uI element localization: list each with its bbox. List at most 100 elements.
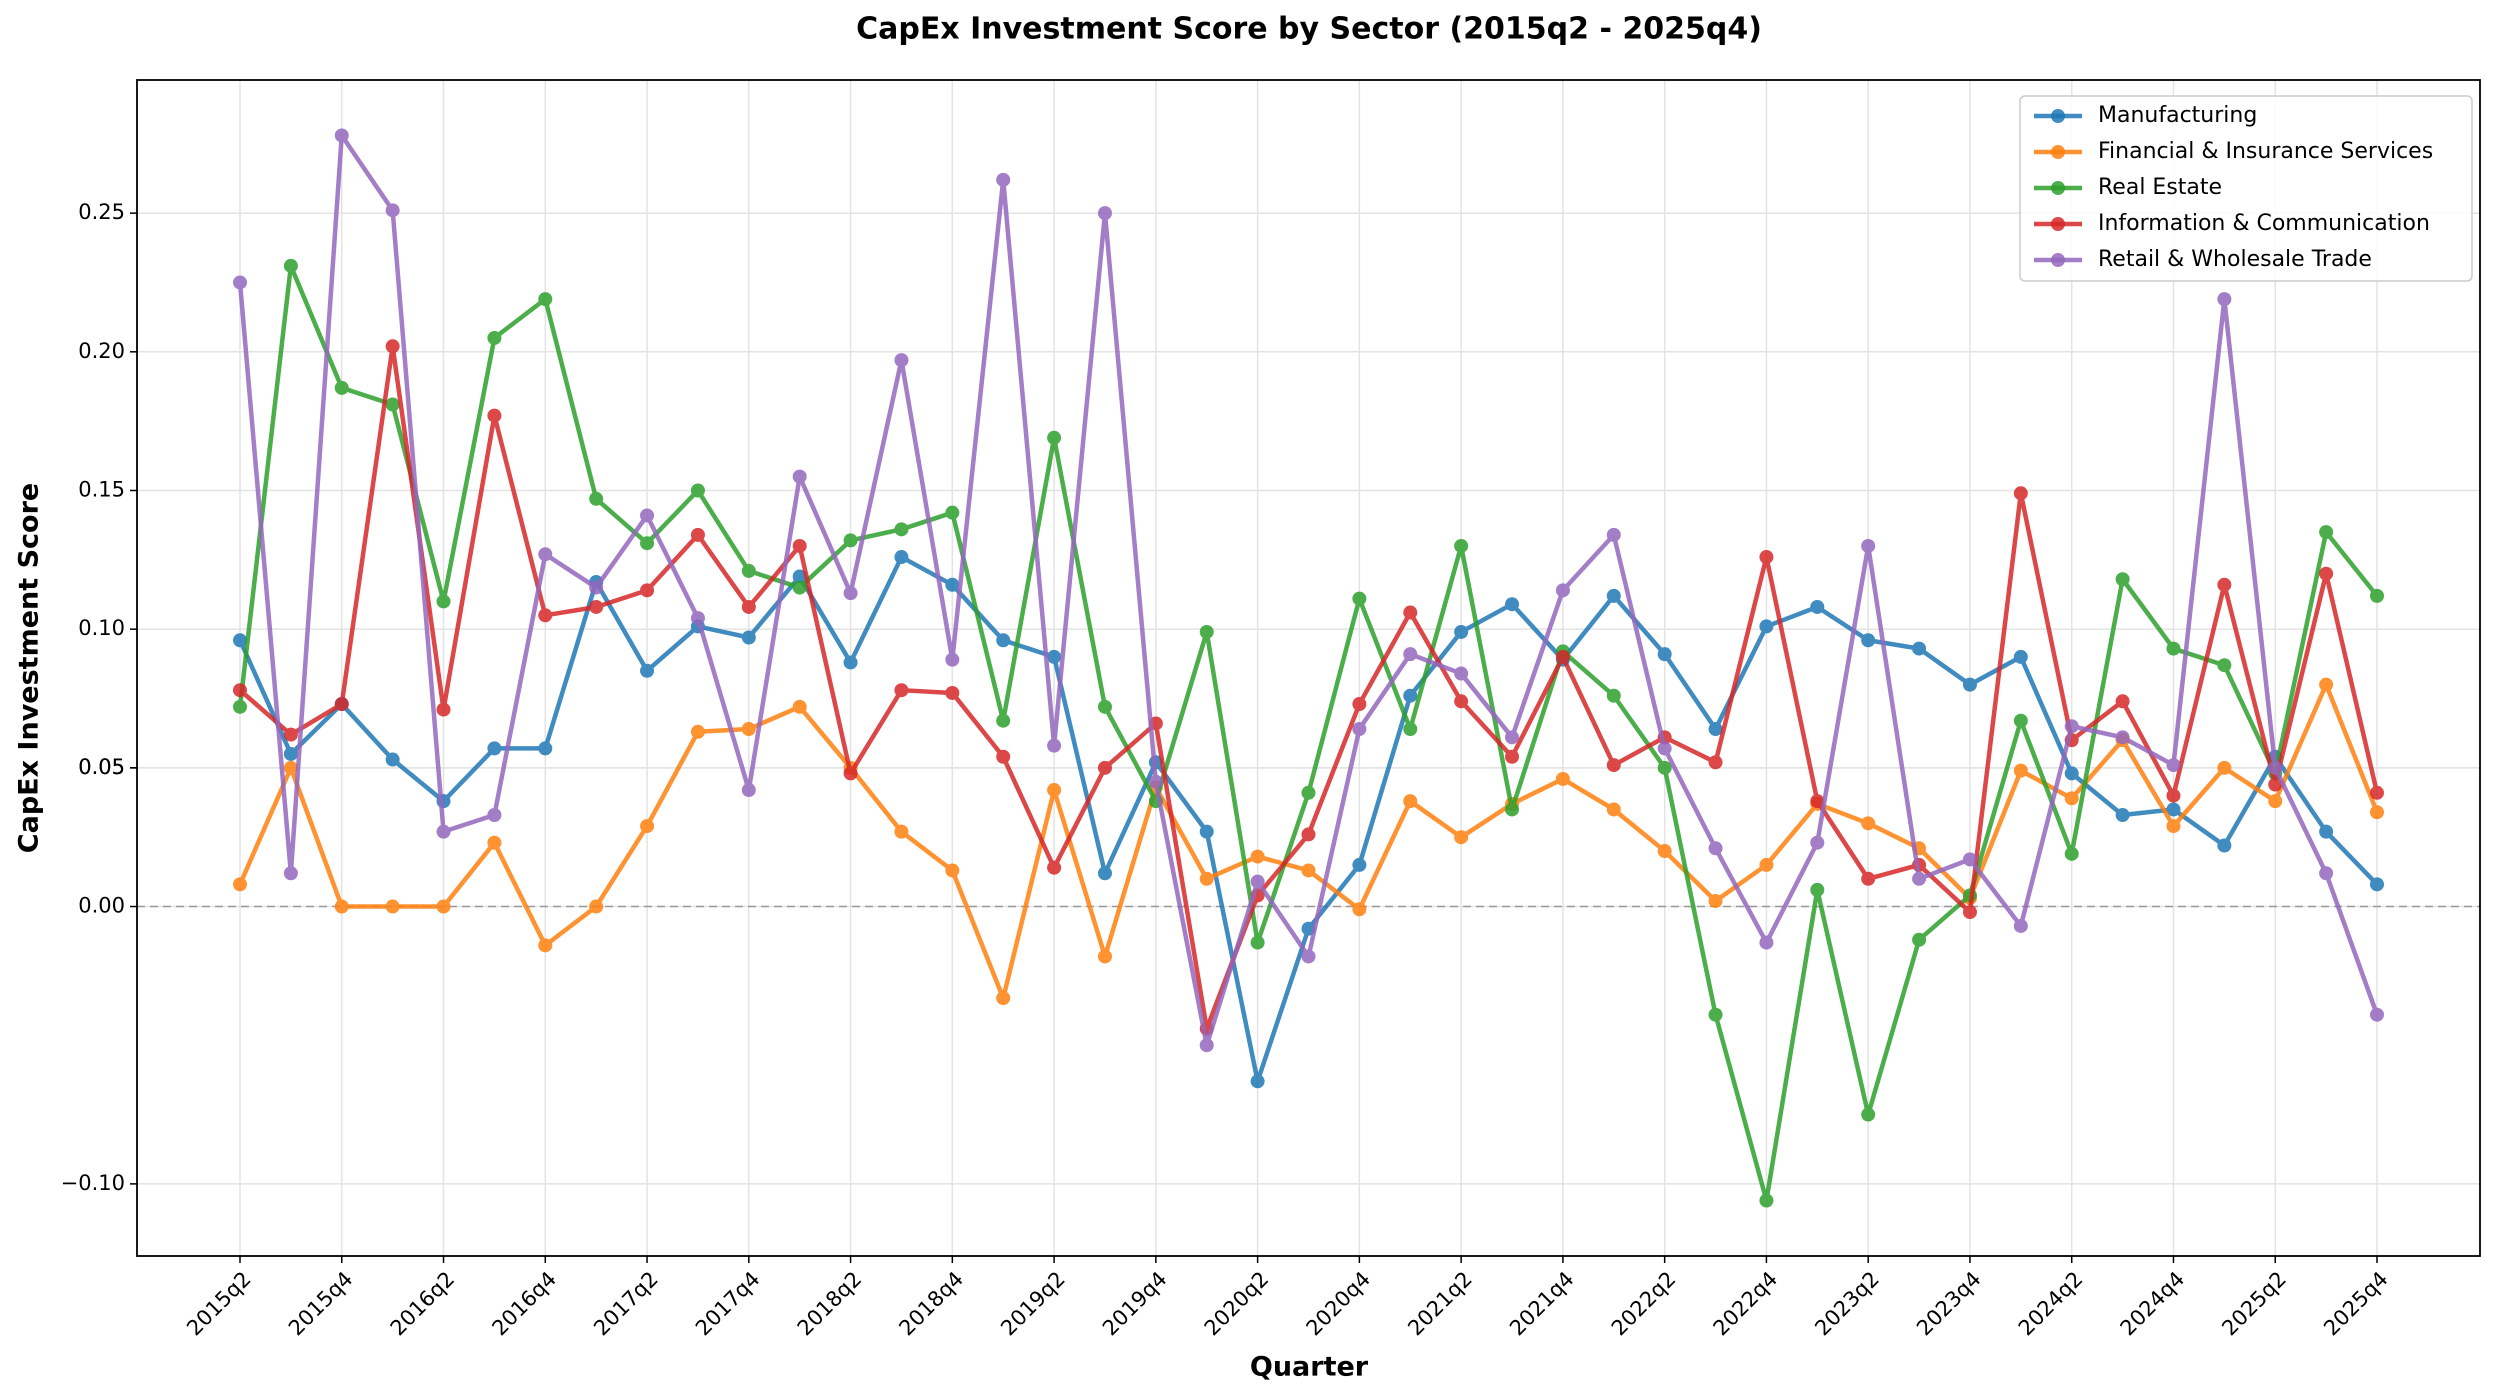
data-point xyxy=(894,550,909,565)
data-point xyxy=(1759,935,1774,950)
x-tick-label: 2019q4 xyxy=(1098,1267,1172,1341)
data-point xyxy=(1199,624,1214,639)
data-point xyxy=(1861,633,1876,648)
data-point xyxy=(487,741,502,756)
data-point xyxy=(487,408,502,423)
data-point xyxy=(538,547,553,562)
series xyxy=(233,339,2384,1036)
data-point xyxy=(945,652,960,667)
data-point xyxy=(589,580,604,595)
data-point xyxy=(1606,758,1621,773)
data-point xyxy=(1047,860,1062,875)
data-point xyxy=(1606,688,1621,703)
data-point xyxy=(1403,605,1418,620)
data-point xyxy=(385,752,400,767)
data-point xyxy=(1403,794,1418,809)
data-point xyxy=(2217,658,2232,673)
data-point xyxy=(996,991,1011,1006)
data-point xyxy=(1962,677,1977,692)
data-point xyxy=(640,536,655,551)
data-point xyxy=(385,339,400,354)
data-point xyxy=(1708,893,1723,908)
data-point xyxy=(334,899,349,914)
data-point xyxy=(283,866,298,881)
y-tick-label: 0.05 xyxy=(78,755,125,779)
data-point xyxy=(2013,713,2028,728)
data-point xyxy=(894,824,909,839)
data-point xyxy=(640,508,655,523)
data-point xyxy=(690,724,705,739)
data-point xyxy=(2370,785,2384,800)
legend-marker xyxy=(2051,145,2065,159)
data-point xyxy=(843,586,858,601)
x-tick-label: 2015q4 xyxy=(284,1267,358,1341)
y-tick-label: 0.20 xyxy=(78,339,125,363)
data-point xyxy=(741,599,756,614)
y-axis-label: CapEx Investment Score xyxy=(14,483,45,853)
data-point xyxy=(1912,932,1927,947)
data-point xyxy=(2370,805,2384,820)
data-point xyxy=(894,353,909,368)
data-point xyxy=(1912,871,1927,886)
data-point xyxy=(2217,577,2232,592)
data-point xyxy=(1657,760,1672,775)
legend-marker xyxy=(2051,109,2065,123)
x-tick-label: 2025q2 xyxy=(2217,1267,2291,1341)
data-point xyxy=(1555,649,1570,664)
data-point xyxy=(894,683,909,698)
data-point xyxy=(1810,794,1825,809)
legend-box xyxy=(2019,95,2473,282)
data-point xyxy=(2166,819,2181,834)
x-tick-label: 2021q2 xyxy=(1403,1267,1477,1341)
data-point xyxy=(1097,760,1112,775)
x-tick-label: 2022q2 xyxy=(1607,1267,1681,1341)
data-point xyxy=(2013,649,2028,664)
data-point xyxy=(1657,647,1672,662)
data-point xyxy=(2064,846,2079,861)
data-point xyxy=(741,630,756,645)
data-point xyxy=(1861,1107,1876,1122)
data-point xyxy=(1810,882,1825,897)
x-tick-label: 2016q2 xyxy=(386,1267,460,1341)
data-point xyxy=(1861,816,1876,831)
data-point xyxy=(945,685,960,700)
x-tick-label: 2017q4 xyxy=(691,1267,765,1341)
data-point xyxy=(589,899,604,914)
data-point xyxy=(1657,844,1672,859)
data-point xyxy=(2013,763,2028,778)
data-point xyxy=(2166,802,2181,817)
data-point xyxy=(1657,741,1672,756)
data-point xyxy=(436,899,451,914)
data-point xyxy=(1403,688,1418,703)
data-point xyxy=(792,569,807,584)
data-point xyxy=(1505,730,1520,745)
data-point xyxy=(1047,783,1062,798)
data-point xyxy=(1810,835,1825,850)
data-point xyxy=(996,172,1011,187)
data-point xyxy=(1047,738,1062,753)
data-point xyxy=(1759,857,1774,872)
x-tick-label: 2024q4 xyxy=(2116,1267,2190,1341)
data-point xyxy=(945,505,960,520)
data-point xyxy=(1861,871,1876,886)
legend-label: Financial & Insurance Services xyxy=(2098,139,2433,164)
data-point xyxy=(2166,788,2181,803)
data-point xyxy=(792,580,807,595)
data-point xyxy=(1454,830,1469,845)
data-point xyxy=(1759,619,1774,634)
data-point xyxy=(1759,550,1774,565)
data-point xyxy=(538,608,553,623)
data-point xyxy=(1454,538,1469,553)
data-point xyxy=(1097,866,1112,881)
x-tick-label: 2024q2 xyxy=(2014,1267,2088,1341)
data-point xyxy=(1199,1038,1214,1053)
data-point xyxy=(487,808,502,822)
y-tick-label: 0.10 xyxy=(78,616,125,640)
data-point xyxy=(1403,722,1418,737)
data-point xyxy=(1962,852,1977,867)
legend-label: Information & Communication xyxy=(2098,211,2430,236)
x-tick-label: 2018q2 xyxy=(793,1267,867,1341)
data-point xyxy=(1352,591,1367,606)
data-point xyxy=(589,599,604,614)
